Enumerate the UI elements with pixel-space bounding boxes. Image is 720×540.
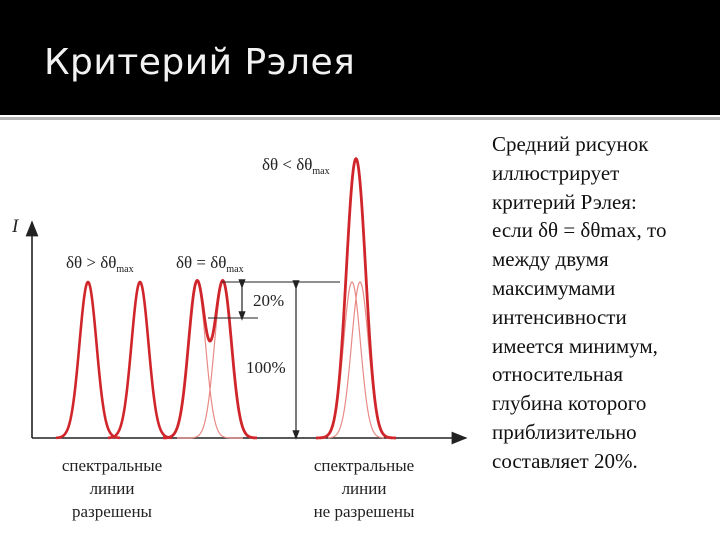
resolved-peak-2 [107,280,173,440]
description-line: приблизительно [492,419,637,444]
case-label-middle: δθ = δθmax [176,253,244,275]
rayleigh-diagram: I δθ > δθmax δθ = δθmax δθ < δθmax 20% 1… [11,155,468,521]
case-label-right: δθ < δθmax [262,155,330,177]
caption-left-3: разрешены [72,502,153,521]
description-line: максимумами [492,275,616,300]
title-bar: Критерий Рэлея [0,0,720,115]
resolved-peak-1 [55,280,121,440]
caption-left-2: линии [90,479,135,498]
caption-right-1: спектральные [314,456,414,475]
case-label-left: δθ > δθmax [66,253,134,275]
description-line: Средний рисунок [492,132,649,156]
description-line: интенсивности [492,304,627,329]
unresolved-component-1 [319,281,385,439]
intensity-curves [55,156,396,440]
unresolved-component-2 [327,281,393,439]
criterion-sum-curve [163,279,257,440]
title-divider [0,117,720,120]
height-label: 100% [246,358,286,377]
description-line: если δθ = δθmax, то [492,218,667,243]
dip-label: 20% [253,291,284,310]
description-line: иллюстрирует [492,160,620,185]
description-line: имеется минимум, [492,333,658,358]
description-line: критерий Рэлея: [492,189,637,214]
caption-right-3: не разрешены [314,502,415,521]
slide-title: Критерий Рэлея [44,42,356,83]
caption-right-2: линии [342,479,387,498]
y-axis-label: I [11,216,20,237]
description-line: глубина которого [492,391,647,416]
description-text: Средний рисунок иллюстрирует критерий Рэ… [492,130,714,476]
unresolved-sum-curve [316,156,396,440]
caption-left-1: спектральные [62,456,162,475]
description-line: между двумя [492,247,609,272]
description-line: относительная [492,362,623,387]
description-line: составляет 20%. [492,448,638,473]
